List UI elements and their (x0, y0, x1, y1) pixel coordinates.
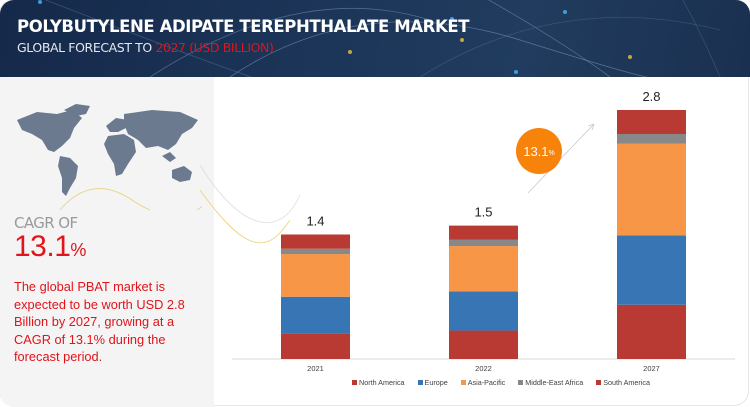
cagr-value: 13.1% (14, 229, 86, 268)
cagr-bubble: 13.1% (516, 128, 562, 174)
bar-segment-2021-south-america (281, 234, 350, 249)
cagr-label: CAGR OF (14, 214, 78, 232)
growth-arrow-head-icon (587, 123, 595, 131)
page-subtitle: GLOBAL FORECAST TO 2027 (USD BILLION) (17, 40, 274, 55)
legend-label: Asia-Pacific (467, 378, 506, 387)
legend-label: North America (359, 378, 405, 387)
bar-segment-2021-north-america (281, 333, 350, 359)
data-label-total-2022: 1.5 (474, 205, 492, 220)
legend-label: Europe (424, 378, 448, 387)
bar-segment-2021-europe (281, 296, 350, 334)
subtitle-highlight: 2027 (USD BILLION) (155, 40, 274, 55)
cagr-bubble-unit: % (548, 149, 555, 157)
decorative-curve (199, 189, 291, 244)
market-summary-text: The global PBAT market is expected to be… (14, 279, 185, 365)
growth-arrow (527, 123, 595, 194)
data-label-total-2021: 1.4 (306, 214, 324, 229)
legend-swatch (460, 380, 466, 385)
legend-item-middle-east-africa: Middle-East Africa (518, 378, 583, 387)
cagr-bubble-value: 13.1 (523, 143, 549, 159)
bar-segment-2022-south-america (449, 225, 518, 240)
legend-label: South America (603, 378, 650, 387)
bar-segment-2022-europe (449, 291, 518, 331)
legend-swatch (352, 380, 357, 385)
legend-item-asia-pacific: Asia-Pacific (460, 378, 506, 387)
legend-swatch (417, 380, 423, 385)
bar-segment-2021-asia-pacific (281, 254, 350, 297)
legend-item-europe: Europe (417, 378, 448, 387)
header-banner: POLYBUTYLENE ADIPATE TEREPHTHALATE MARKE… (0, 0, 750, 77)
legend-label: Middle-East Africa (525, 378, 584, 387)
header-network-decoration (38, 0, 721, 77)
bar-segment-2027-asia-pacific (617, 143, 686, 236)
legend-item-south-america: South America (596, 378, 650, 387)
chart-legend: North America Europe Asia-Pacific Middle-Ea… (352, 378, 650, 387)
x-tick-label-2022: 2022 (475, 364, 492, 373)
bar-segment-2027-middle-east-africa (617, 134, 686, 144)
legend-swatch (518, 380, 524, 385)
decorative-curve-gray (199, 164, 301, 223)
cagr-number: 13.1 (14, 230, 71, 263)
bar-segment-2027-north-america (617, 304, 686, 359)
bar-segment-2022-middle-east-africa (449, 239, 518, 247)
data-label-total-2027: 2.8 (642, 89, 660, 104)
bar-segment-2021-middle-east-africa (281, 248, 350, 255)
x-tick-label-2021: 2021 (307, 364, 324, 373)
legend-swatch (596, 380, 602, 385)
page-title: POLYBUTYLENE ADIPATE TEREPHTHALATE MARKE… (17, 17, 470, 36)
x-tick-label-2027: 2027 (643, 364, 660, 373)
bar-segment-2022-asia-pacific (449, 246, 518, 292)
legend-item-north-america: North America (352, 378, 405, 387)
bar-segment-2027-europe (617, 235, 686, 305)
world-map-icon (17, 104, 202, 210)
cagr-percent-sign: % (70, 240, 86, 260)
bar-segment-2022-north-america (449, 330, 518, 359)
subtitle-prefix: GLOBAL FORECAST TO (17, 40, 156, 55)
bar-segment-2027-south-america (617, 110, 686, 135)
